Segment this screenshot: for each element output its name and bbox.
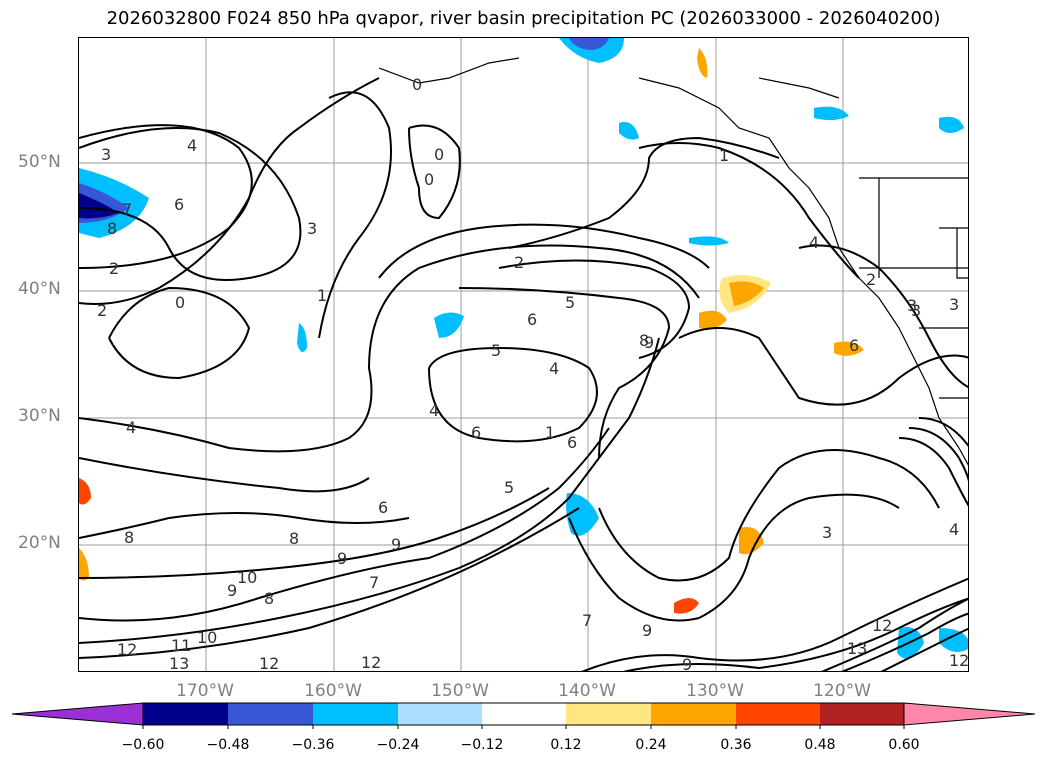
lat-label-20n: 20°N	[18, 533, 61, 553]
colorbar-tick: 0.12	[550, 737, 582, 753]
colorbar-segment	[566, 703, 651, 725]
contour-label: 9	[642, 621, 652, 640]
contour-label: 3	[949, 295, 959, 314]
contour-label: 9	[391, 535, 401, 554]
contour-label: 6	[527, 310, 537, 329]
contour-label: 1	[317, 286, 327, 305]
contour-label: 8	[107, 219, 117, 238]
contour-label: 3	[101, 145, 111, 164]
lon-label-170w: 170°W	[176, 681, 234, 701]
contour-label: 13	[847, 639, 867, 658]
contour-label: 0	[175, 293, 185, 312]
contour-label: 5	[491, 341, 501, 360]
contour-label: 12	[117, 640, 137, 659]
colorbar-segment	[228, 703, 313, 725]
contour-label: 0	[424, 170, 434, 189]
contour-label: 6	[471, 423, 481, 442]
contour-label: 4	[429, 401, 439, 420]
contour-label: 8	[289, 529, 299, 548]
contour-label: 5	[504, 478, 514, 497]
contour-labels: 3 4 6 7 8 2 2 0 1 3 4 5 6 5 4 9 6 4 6 5 …	[97, 75, 969, 672]
colorbar-underflow-arrow	[11, 702, 144, 726]
lat-label-40n: 40°N	[18, 279, 61, 299]
contour-label: 12	[872, 616, 892, 635]
colorbar	[11, 702, 1036, 729]
contour-label: 4	[549, 359, 559, 378]
contour-label: 4	[809, 233, 819, 252]
colorbar-tick: −0.24	[376, 737, 420, 753]
contour-label: 7	[582, 611, 592, 630]
contour-label: 3	[907, 296, 917, 315]
contour-label: 10	[237, 568, 257, 587]
contour-label: 3	[822, 523, 832, 542]
contour-label: 0	[434, 145, 444, 164]
contour-label: 8	[124, 528, 134, 547]
colorbar-segment	[736, 703, 820, 725]
contour-label: 12	[949, 651, 969, 670]
contour-label: 0	[412, 75, 422, 94]
coastlines	[378, 57, 968, 466]
colorbar-tick: 0.48	[804, 737, 836, 753]
lon-label-160w: 160°W	[304, 681, 362, 701]
contour-label: 6	[849, 336, 859, 355]
contour-label: 4	[949, 520, 959, 539]
colorbar-segment	[820, 703, 904, 725]
lon-label-150w: 150°W	[431, 681, 489, 701]
colorbar-tick: 0.24	[635, 737, 667, 753]
contour-label: 3	[307, 219, 317, 238]
contour-label: 1	[719, 146, 729, 165]
colorbar-tick: −0.12	[460, 737, 504, 753]
colorbar-segment	[651, 703, 736, 725]
contour-label: 11	[171, 636, 191, 655]
colorbar-overflow-arrow	[903, 702, 1036, 726]
contour-label: 13	[169, 654, 189, 672]
contour-label: 1	[545, 423, 555, 442]
lon-label-140w: 140°W	[558, 681, 616, 701]
map-panel: 3 4 6 7 8 2 2 0 1 3 4 5 6 5 4 9 6 4 6 5 …	[78, 37, 969, 672]
contour-label: 9	[227, 581, 237, 600]
contour-label: 4	[126, 418, 136, 437]
contour-label: 9	[644, 333, 654, 352]
colorbar-segment	[398, 703, 482, 725]
contour-label: 9	[337, 549, 347, 568]
colorbar-segment	[482, 703, 566, 725]
contour-label: 6	[378, 498, 388, 517]
colorbar-tick: −0.60	[121, 737, 165, 753]
contour-label: 3	[911, 301, 921, 320]
colorbar-tick: 0.36	[720, 737, 752, 753]
contour-label: 5	[565, 293, 575, 312]
graticule	[79, 38, 968, 671]
colorbar-segment	[313, 703, 398, 725]
lat-label-30n: 30°N	[18, 406, 61, 426]
contour-label: 2	[97, 301, 107, 320]
precip-pc-fills	[79, 38, 968, 659]
map-canvas: 3 4 6 7 8 2 2 0 1 3 4 5 6 5 4 9 6 4 6 5 …	[79, 38, 969, 672]
contour-label: 12	[259, 654, 279, 672]
contour-label: 8	[639, 331, 649, 350]
contour-label: 6	[567, 433, 577, 452]
lon-label-130w: 130°W	[686, 681, 744, 701]
contour-label: 4	[187, 136, 197, 155]
lat-label-50n: 50°N	[18, 152, 61, 172]
contour-label: 7	[369, 573, 379, 592]
contour-label: 8	[264, 589, 274, 608]
contour-label: 7	[122, 200, 132, 219]
contour-label: 10	[197, 628, 217, 647]
contour-label: 9	[682, 655, 692, 672]
contour-label: 2	[866, 270, 876, 289]
contour-label: 2	[514, 253, 524, 272]
contour-label: 6	[174, 195, 184, 214]
colorbar-segment	[143, 703, 228, 725]
map-title: 2026032800 F024 850 hPa qvapor, river ba…	[106, 8, 941, 29]
contour-label: 2	[109, 259, 119, 278]
contour-label: 12	[361, 653, 381, 672]
colorbar-tick: −0.36	[291, 737, 335, 753]
qvapor-contours	[79, 77, 968, 671]
lon-label-120w: 120°W	[813, 681, 871, 701]
colorbar-tick: 0.60	[888, 737, 920, 753]
colorbar-tick: −0.48	[206, 737, 250, 753]
